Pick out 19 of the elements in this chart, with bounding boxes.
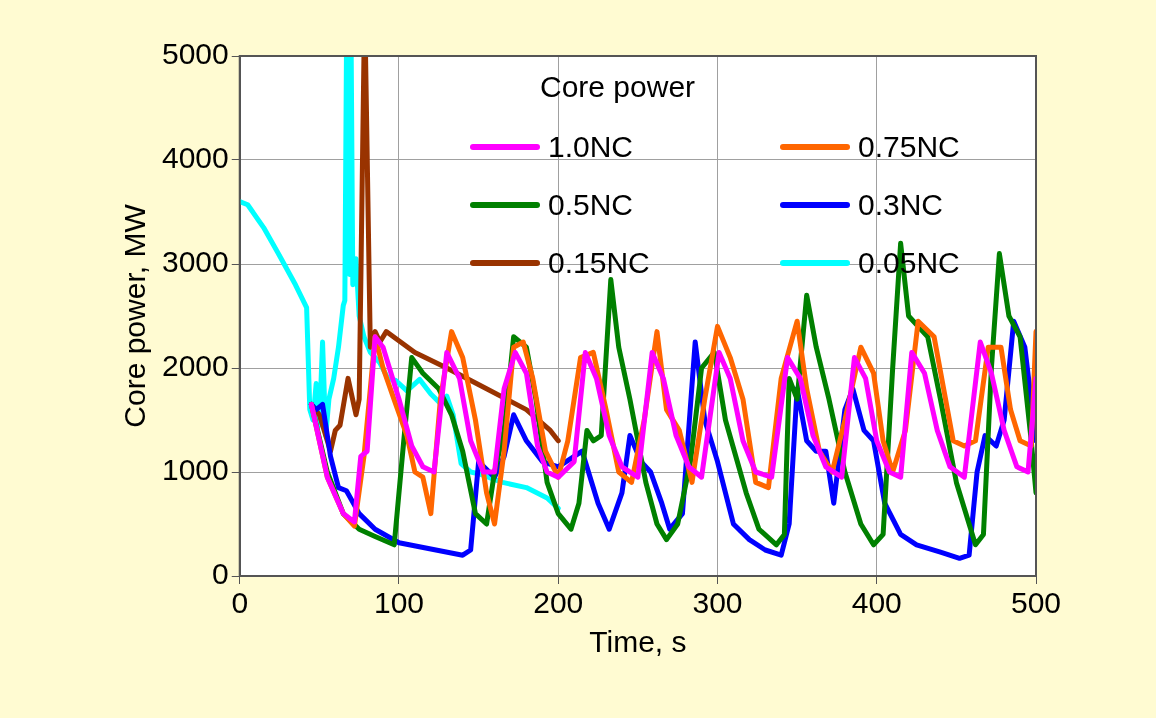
y-tick-label: 2000 bbox=[161, 349, 229, 383]
legend-title: Core power bbox=[540, 70, 697, 104]
y-tick-label: 5000 bbox=[161, 37, 229, 71]
x-axis-title: Time, s bbox=[589, 625, 687, 659]
x-tick-label: 500 bbox=[1010, 586, 1062, 620]
y-tick-label: 1000 bbox=[161, 453, 229, 487]
legend-label: 0.5NC bbox=[548, 188, 634, 222]
x-tick-label: 300 bbox=[692, 586, 743, 620]
y-tick-label: 4000 bbox=[161, 141, 229, 175]
legend-label: 0.15NC bbox=[548, 246, 650, 280]
y-tick-label: 3000 bbox=[161, 245, 229, 279]
legend-label: 0.75NC bbox=[858, 130, 960, 164]
legend-label: 0.3NC bbox=[858, 188, 944, 222]
x-tick-label: 100 bbox=[373, 586, 425, 620]
y-axis-title: Core power, MW bbox=[118, 203, 152, 428]
y-tick-label: 0 bbox=[212, 557, 229, 591]
x-tick-label: 400 bbox=[851, 586, 902, 620]
legend-label: 1.0NC bbox=[548, 130, 634, 164]
x-tick-label: 200 bbox=[533, 586, 584, 620]
